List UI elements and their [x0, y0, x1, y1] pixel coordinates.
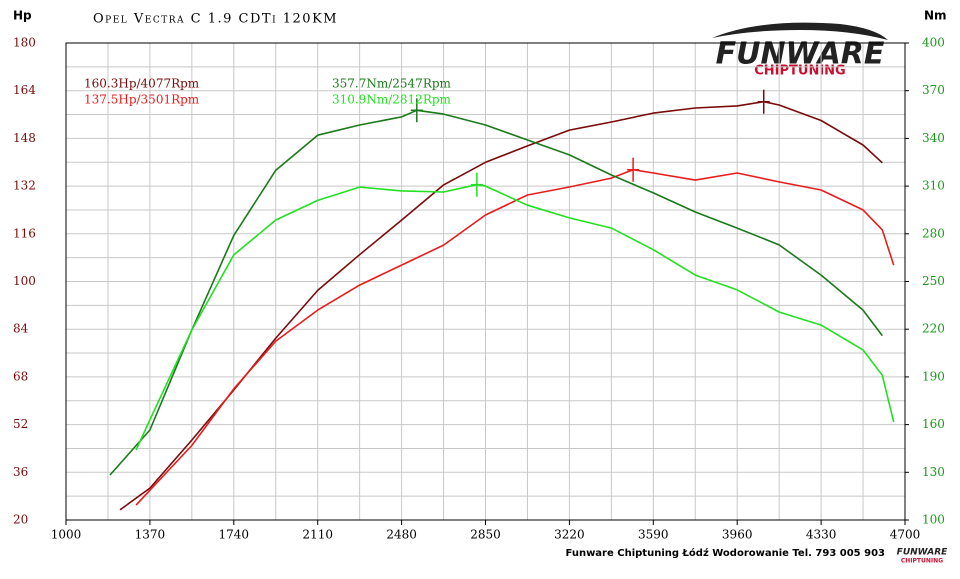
peak-label: 357.7Nm/2547Rpm: [332, 77, 452, 91]
series-line: [109, 109, 883, 476]
y2-tick-label: 220: [922, 322, 945, 336]
y-tick-label: 84: [13, 322, 29, 336]
x-tick-label: 3220: [554, 528, 585, 542]
small-logo-subtext: CHIPTUNING: [901, 558, 943, 565]
y2-tick-label: 130: [922, 465, 945, 479]
x-tick-label: 4330: [806, 528, 837, 542]
footer: Funware Chiptuning Łódź Wodorowanie Tel.…: [566, 547, 886, 559]
y2-axis-label: Nm: [924, 9, 947, 23]
y2-tick-label: 100: [922, 513, 945, 527]
x-tick-label: 3960: [722, 528, 753, 542]
y-axis-label: Hp: [13, 9, 32, 23]
peak-label: 160.3Hp/4077Rpm: [84, 77, 200, 91]
y-tick-label: 36: [13, 465, 28, 479]
logo-swoosh: [712, 22, 888, 40]
logo: FUNWARE CHIPTUNING: [712, 22, 888, 79]
y-tick-label: 52: [13, 417, 28, 431]
y-tick-label: 180: [13, 36, 36, 50]
logo-text: FUNWARE: [716, 37, 885, 72]
series-line: [135, 183, 895, 451]
y-tick-label: 20: [13, 513, 28, 527]
y-tick-label: 132: [13, 179, 36, 193]
y2-tick-label: 250: [922, 274, 945, 288]
small-logo-text: FUNWARE: [897, 548, 948, 558]
x-tick-label: 2110: [302, 528, 333, 542]
y-tick-label: 116: [13, 226, 36, 240]
y2-tick-label: 400: [922, 36, 945, 50]
chart-title: Opel Vectra C 1.9 CDTi 120KM: [93, 12, 338, 27]
y2-tick-label: 340: [922, 131, 945, 145]
y-tick-label: 100: [13, 274, 36, 288]
x-tick-label: 3590: [638, 528, 669, 542]
y-tick-label: 164: [13, 83, 36, 97]
y2-tick-label: 280: [922, 226, 945, 240]
x-tick-label: 2850: [470, 528, 501, 542]
y2-tick-label: 310: [922, 179, 945, 193]
y2-tick-label: 190: [922, 369, 945, 383]
x-tick-label: 2480: [386, 528, 417, 542]
x-tick-label: 1740: [219, 528, 250, 542]
x-tick-label: 4700: [890, 528, 921, 542]
logo-subtext: CHIPTUNING: [754, 64, 845, 79]
x-tick-label: 1370: [135, 528, 166, 542]
series-line: [135, 168, 895, 506]
x-tick-label: 1000: [51, 528, 82, 542]
peak-label: 137.5Hp/3501Rpm: [84, 93, 200, 107]
peak-label: 310.9Nm/2812Rpm: [332, 93, 452, 107]
y2-tick-label: 160: [922, 417, 945, 431]
y-tick-label: 68: [13, 369, 28, 383]
y-tick-label: 148: [13, 131, 36, 145]
y2-tick-label: 370: [922, 83, 945, 97]
